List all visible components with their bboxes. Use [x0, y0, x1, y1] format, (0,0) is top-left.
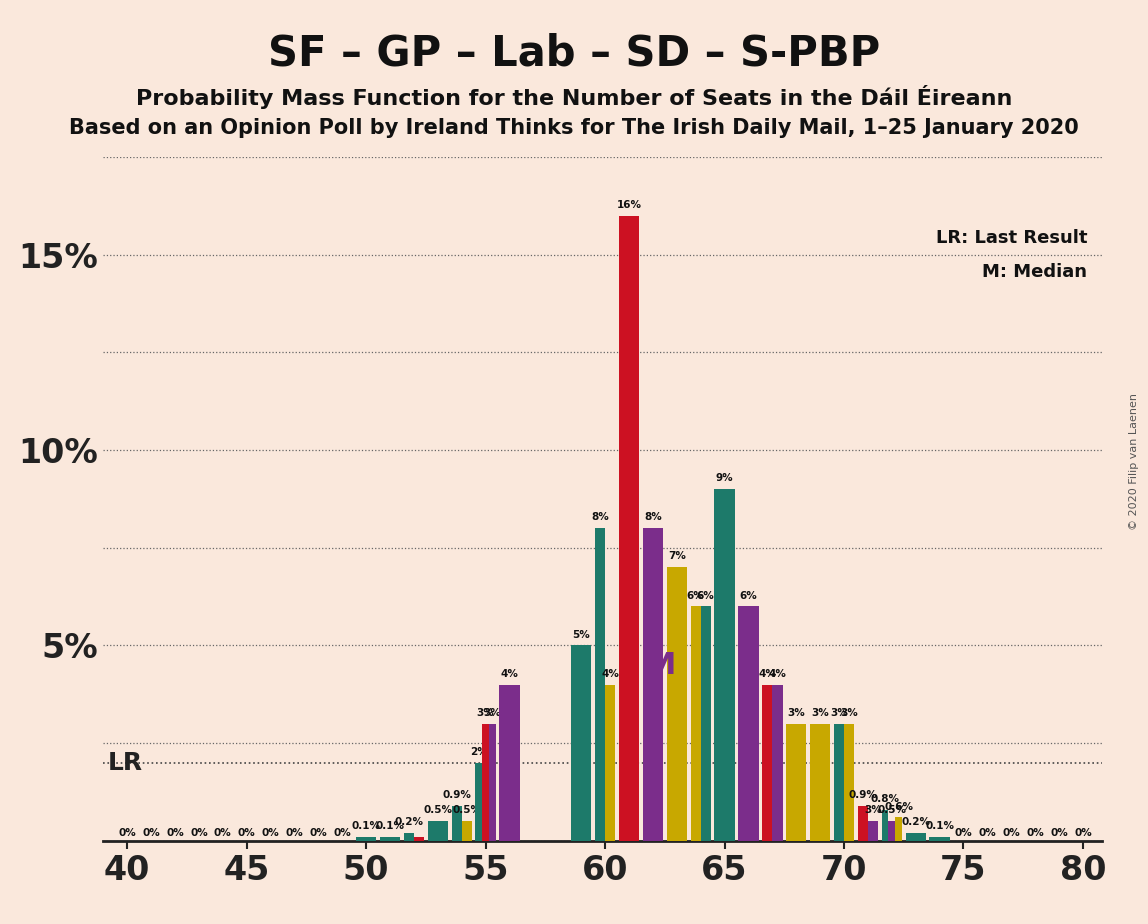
Text: 0%: 0%	[238, 828, 256, 838]
Text: 0%: 0%	[1075, 828, 1092, 838]
Bar	[595, 529, 605, 841]
Bar	[930, 837, 949, 841]
Text: 3%: 3%	[830, 708, 848, 718]
Text: 6%: 6%	[739, 590, 758, 601]
Bar	[428, 821, 448, 841]
Text: 0%: 0%	[166, 828, 184, 838]
Text: 0.5%: 0.5%	[877, 806, 906, 816]
Bar	[700, 606, 711, 841]
Bar	[844, 723, 854, 841]
Text: 5%: 5%	[573, 629, 590, 639]
Text: LR: LR	[108, 750, 144, 774]
Text: 8%: 8%	[644, 513, 661, 522]
Text: 0.8%: 0.8%	[870, 794, 900, 804]
Bar	[643, 529, 664, 841]
Text: 0.1%: 0.1%	[351, 821, 381, 831]
Text: © 2020 Filip van Laenen: © 2020 Filip van Laenen	[1130, 394, 1139, 530]
Bar	[404, 833, 414, 841]
Text: 2%: 2%	[470, 747, 488, 757]
Bar	[889, 821, 895, 841]
Text: 16%: 16%	[616, 200, 642, 210]
Text: 0%: 0%	[118, 828, 137, 838]
Text: 4%: 4%	[759, 669, 776, 679]
Text: 0.9%: 0.9%	[848, 790, 877, 800]
Text: SF – GP – Lab – SD – S-PBP: SF – GP – Lab – SD – S-PBP	[267, 32, 881, 74]
Text: 0.6%: 0.6%	[884, 801, 913, 811]
Bar	[571, 646, 591, 841]
Text: 0%: 0%	[310, 828, 327, 838]
Bar	[619, 215, 639, 841]
Bar	[482, 723, 489, 841]
Bar	[882, 809, 889, 841]
Text: 3%: 3%	[864, 806, 882, 816]
Text: 4%: 4%	[501, 669, 519, 679]
Text: 3%: 3%	[840, 708, 858, 718]
Text: 0%: 0%	[142, 828, 160, 838]
Text: 3%: 3%	[483, 708, 502, 718]
Text: 0.2%: 0.2%	[901, 817, 930, 827]
Text: 0%: 0%	[214, 828, 232, 838]
Text: 0%: 0%	[286, 828, 303, 838]
Bar	[499, 685, 520, 841]
Text: 4%: 4%	[768, 669, 786, 679]
Text: 0%: 0%	[1026, 828, 1044, 838]
Bar	[489, 723, 496, 841]
Text: 4%: 4%	[602, 669, 619, 679]
Text: M: Median: M: Median	[982, 263, 1087, 281]
Bar	[475, 762, 482, 841]
Bar	[714, 489, 735, 841]
Bar	[810, 723, 830, 841]
Text: 0%: 0%	[262, 828, 279, 838]
Bar	[690, 606, 700, 841]
Bar	[356, 837, 377, 841]
Text: 3%: 3%	[476, 708, 495, 718]
Text: 8%: 8%	[591, 513, 608, 522]
Text: 6%: 6%	[687, 590, 705, 601]
Text: 0%: 0%	[978, 828, 996, 838]
Text: 9%: 9%	[715, 473, 734, 483]
Text: 0%: 0%	[1002, 828, 1021, 838]
Text: 3%: 3%	[788, 708, 805, 718]
Bar	[738, 606, 759, 841]
Text: 0.1%: 0.1%	[925, 821, 954, 831]
Bar	[858, 806, 868, 841]
Text: 0.1%: 0.1%	[375, 821, 404, 831]
Text: 0.5%: 0.5%	[452, 806, 481, 816]
Text: M: M	[645, 650, 675, 679]
Bar	[868, 821, 878, 841]
Bar	[786, 723, 806, 841]
Bar	[895, 818, 902, 841]
Bar	[773, 685, 783, 841]
Text: 0.2%: 0.2%	[395, 817, 424, 827]
Bar	[906, 833, 926, 841]
Text: 0%: 0%	[1050, 828, 1068, 838]
Bar	[380, 837, 401, 841]
Bar	[451, 806, 461, 841]
Bar	[833, 723, 844, 841]
Text: 0%: 0%	[191, 828, 208, 838]
Text: Based on an Opinion Poll by Ireland Thinks for The Irish Daily Mail, 1–25 Januar: Based on an Opinion Poll by Ireland Thin…	[69, 118, 1079, 139]
Text: 7%: 7%	[668, 552, 685, 562]
Text: LR: Last Result: LR: Last Result	[936, 229, 1087, 247]
Text: 6%: 6%	[697, 590, 714, 601]
Text: 0%: 0%	[333, 828, 351, 838]
Text: 0.9%: 0.9%	[442, 790, 471, 800]
Bar	[667, 567, 687, 841]
Text: Probability Mass Function for the Number of Seats in the Dáil Éireann: Probability Mass Function for the Number…	[135, 85, 1013, 109]
Text: 3%: 3%	[812, 708, 829, 718]
Bar	[605, 685, 615, 841]
Bar	[461, 821, 472, 841]
Text: 0.5%: 0.5%	[424, 806, 452, 816]
Bar	[762, 685, 773, 841]
Bar	[414, 837, 424, 841]
Text: 0%: 0%	[955, 828, 972, 838]
